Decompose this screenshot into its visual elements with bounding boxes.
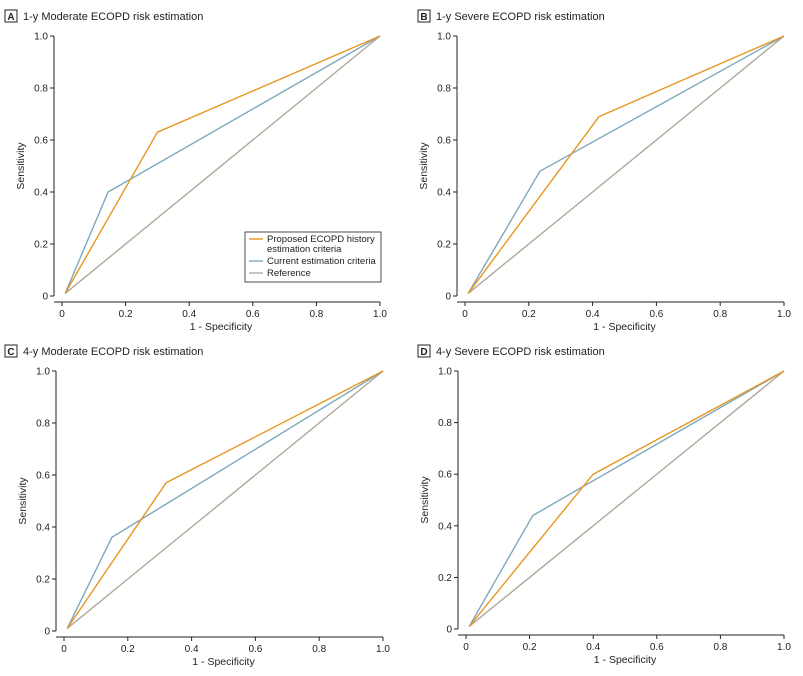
- panel-c-y-tick-label: 0.8: [36, 419, 50, 430]
- panel-d-x-tick-label: 0.2: [523, 642, 537, 653]
- panel-d-x-tick-label: 0.4: [586, 642, 600, 653]
- panel-a-y-tick-label: 0.4: [34, 188, 48, 199]
- panel-a-letter: A: [7, 12, 14, 23]
- panel-b-x-tick-label: 1.0: [777, 309, 791, 320]
- panel-c-letter-box: [4, 344, 18, 358]
- panel-a-series-reference: [64, 35, 381, 294]
- panel-d: D 4-y Severe ECOPD risk estimation 0 0.2 0.4…: [417, 344, 791, 666]
- panel-b-title: 1-y Severe ECOPD risk estimation: [436, 11, 605, 23]
- panel-d-x-tick-label: 0.8: [713, 642, 727, 653]
- panel-a-y-tick-label: 0: [42, 292, 48, 303]
- panel-b-series-current: [467, 35, 785, 294]
- panel-c-series-reference: [66, 370, 384, 629]
- panel-a: A 1-y Moderate ECOPD risk estimation 0 0.2 0…: [4, 9, 387, 333]
- panel-d-y-tick-label: 0.2: [438, 573, 452, 584]
- legend-label-current: Current estimation criteria: [267, 256, 376, 267]
- panel-a-y-axis-label: Sensitivity: [15, 142, 27, 190]
- panel-c-y-tick-label: 0: [44, 627, 50, 638]
- panel-c: C 4-y Moderate ECOPD risk estimation 0 0.2 0…: [4, 344, 390, 668]
- panel-c-x-tick-label: 0.4: [185, 644, 199, 655]
- panel-d-y-axis-label: Sensitivity: [419, 476, 431, 524]
- panel-b-letter: B: [420, 12, 427, 23]
- panel-c-x-tick-label: 0.2: [121, 644, 135, 655]
- panel-b-x-tick-label: 0.4: [586, 309, 600, 320]
- legend-label-reference: Reference: [267, 268, 311, 279]
- panel-b-x-tick-label: 0.6: [649, 309, 663, 320]
- panel-b-x-tick-label: 0.8: [713, 309, 727, 320]
- panel-a-y-tick-label: 0.8: [34, 84, 48, 95]
- panel-c-series-current: [66, 370, 384, 629]
- panel-a-x-tick-label: 0.2: [119, 309, 133, 320]
- panel-b: B 1-y Severe ECOPD risk estimation 0 0.2 0.4…: [417, 9, 791, 333]
- panel-d-y-tick-label: 0: [446, 625, 452, 636]
- panel-d-x-tick-label: 1.0: [777, 642, 791, 653]
- panel-b-letter-box: [417, 9, 431, 23]
- panel-c-x-axis-label: 1 - Specificity: [192, 656, 255, 668]
- panel-c-letter: C: [7, 347, 14, 358]
- panel-a-x-tick-label: 0: [59, 309, 65, 320]
- legend-label-proposed: Proposed ECOPD history: [267, 234, 375, 245]
- legend-box: [244, 231, 382, 283]
- panel-d-series-current: [468, 370, 785, 627]
- panel-a-series-proposed: [64, 35, 381, 294]
- panel-b-y-tick-label: 1.0: [437, 32, 451, 43]
- panel-d-letter: D: [420, 347, 427, 358]
- panel-d-series-proposed: [468, 370, 785, 627]
- panel-c-x-tick-label: 0: [61, 644, 67, 655]
- panel-d-y-tick-label: 0.8: [438, 418, 452, 429]
- panel-b-y-tick-label: 0.6: [437, 136, 451, 147]
- panel-d-x-tick-label: 0.6: [650, 642, 664, 653]
- panel-d-letter-box: [417, 344, 431, 358]
- panel-b-series-proposed: [467, 35, 785, 294]
- panel-d-title: 4-y Severe ECOPD risk estimation: [436, 346, 605, 358]
- panel-c-y-tick-label: 0.6: [36, 471, 50, 482]
- panel-a-title: 1-y Moderate ECOPD risk estimation: [23, 11, 203, 23]
- panel-a-x-tick-label: 0.4: [182, 309, 196, 320]
- panel-b-y-tick-label: 0: [445, 292, 451, 303]
- panel-b-y-tick-label: 0.8: [437, 84, 451, 95]
- panel-d-x-tick-label: 0: [463, 642, 469, 653]
- panel-c-x-tick-label: 0.8: [312, 644, 326, 655]
- panel-b-series-reference: [467, 35, 785, 294]
- panel-a-y-tick-label: 1.0: [34, 32, 48, 43]
- panel-c-x-tick-label: 1.0: [376, 644, 390, 655]
- panel-b-x-tick-label: 0: [462, 309, 468, 320]
- panel-b-y-axis-label: Sensitivity: [418, 142, 430, 190]
- panel-c-y-tick-label: 0.4: [36, 523, 50, 534]
- panel-a-x-tick-label: 0.8: [309, 309, 323, 320]
- panel-c-y-tick-label: 1.0: [36, 367, 50, 378]
- panel-b-x-axis-label: 1 - Specificity: [593, 321, 656, 333]
- legend-label-proposed: estimation criteria: [267, 244, 342, 255]
- panel-a-x-axis-label: 1 - Specificity: [190, 321, 253, 333]
- panel-d-x-axis-label: 1 - Specificity: [594, 654, 657, 666]
- panel-b-y-tick-label: 0.2: [437, 240, 451, 251]
- panel-c-title: 4-y Moderate ECOPD risk estimation: [23, 346, 203, 358]
- panel-a-x-tick-label: 0.6: [246, 309, 260, 320]
- panel-a-y-tick-label: 0.6: [34, 136, 48, 147]
- panel-d-y-tick-label: 0.4: [438, 521, 452, 532]
- panel-c-y-axis-label: Sensitivity: [17, 477, 29, 525]
- panel-d-y-tick-label: 1.0: [438, 367, 452, 378]
- panel-d-y-tick-label: 0.6: [438, 470, 452, 481]
- panel-c-x-tick-label: 0.6: [248, 644, 262, 655]
- panel-a-y-tick-label: 0.2: [34, 240, 48, 251]
- panel-b-y-tick-label: 0.4: [437, 188, 451, 199]
- panel-d-series-reference: [468, 370, 785, 627]
- panel-c-series-proposed: [66, 370, 384, 629]
- panel-a-series-current: [64, 35, 381, 294]
- panel-a-x-tick-label: 1.0: [373, 309, 387, 320]
- panel-b-x-tick-label: 0.2: [522, 309, 536, 320]
- panel-c-y-tick-label: 0.2: [36, 575, 50, 586]
- panel-a-letter-box: [4, 9, 18, 23]
